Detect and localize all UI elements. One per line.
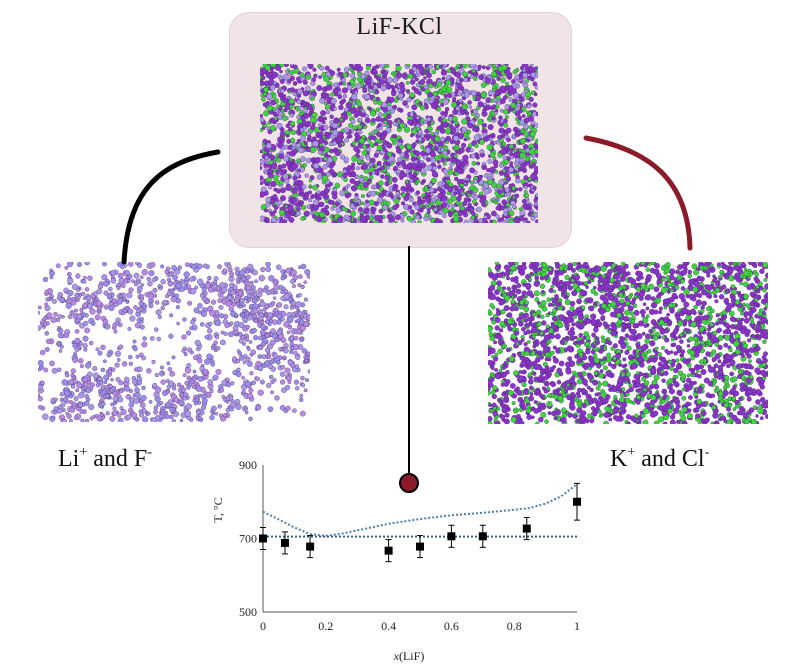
chart-ticks: 500 700 900 0 0.2 0.4 0.6 0.8 1: [239, 458, 580, 633]
center-marker: [399, 473, 419, 493]
y-tick-label: 700: [239, 532, 257, 546]
data-point: [259, 534, 267, 543]
x-tick-label: 1: [574, 619, 580, 633]
lif-kcl-title: LiF-KCl: [356, 14, 443, 40]
data-point: [573, 497, 581, 506]
y-axis-label: T, °C: [211, 497, 225, 522]
y-tick-label: 500: [239, 605, 257, 619]
x-axis-label: x(LiF): [393, 649, 425, 663]
atoms: [38, 262, 310, 422]
right-connector: [583, 135, 693, 251]
data-point: [306, 542, 315, 551]
li-f-simulation-image: [38, 262, 310, 422]
atoms: [488, 262, 768, 424]
k-cl-simulation-image: [488, 262, 768, 424]
lif-kcl-simulation-image: [260, 64, 538, 223]
data-point: [478, 532, 487, 541]
x-tick-label: 0.4: [381, 619, 396, 633]
x-tick-label: 0: [260, 619, 266, 633]
data-point: [384, 546, 393, 555]
data-point: [522, 524, 531, 533]
x-tick-label: 0.8: [507, 619, 522, 633]
data-point: [416, 542, 424, 551]
y-tick-label: 900: [239, 458, 257, 472]
left-connector: [121, 149, 221, 265]
chart-points: [259, 482, 581, 563]
data-point: [447, 532, 456, 541]
k-cl-label: K+ and Cl-: [610, 445, 710, 472]
li-f-label: Li+ and F-: [58, 445, 152, 472]
atoms: [260, 64, 538, 223]
data-point: [280, 538, 289, 547]
x-tick-label: 0.6: [444, 619, 459, 633]
x-tick-label: 0.2: [318, 619, 333, 633]
liquidus-chart: 500 700 900 0 0.2 0.4 0.6 0.8 1 T, °C x(LiF): [211, 458, 581, 663]
